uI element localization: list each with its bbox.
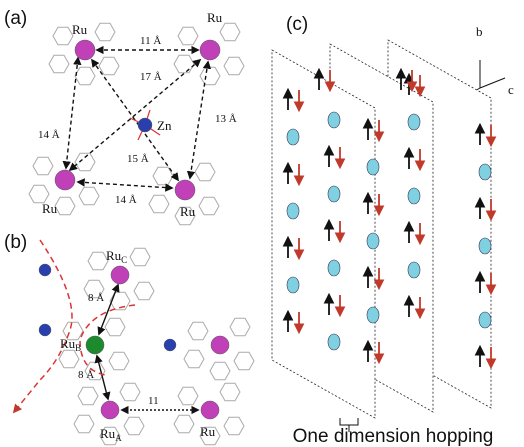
- site: [328, 186, 340, 202]
- distance-label: 17 Å: [140, 71, 162, 83]
- ligand-ring: [220, 23, 240, 40]
- ligand-ring: [49, 55, 69, 72]
- ligand-ring: [174, 415, 194, 432]
- caption: One dimension hopping: [293, 426, 494, 447]
- ligand-ring: [220, 383, 240, 400]
- site: [479, 164, 491, 180]
- atom: [200, 40, 220, 60]
- axis-label: c: [508, 82, 514, 97]
- ligand-ring: [195, 163, 215, 180]
- atom-label: Ru: [180, 204, 196, 219]
- distance-arrow: [97, 356, 108, 399]
- atom: [55, 170, 75, 190]
- atom: [86, 336, 104, 354]
- ligand-ring: [184, 350, 204, 367]
- distance-label: 11: [148, 395, 159, 407]
- panel-label: (b): [4, 232, 27, 253]
- ligand-ring: [178, 387, 198, 404]
- atom: [201, 401, 219, 419]
- site: [367, 233, 379, 249]
- atom: [39, 324, 51, 336]
- ligand-ring: [99, 57, 119, 74]
- ligand-ring: [79, 187, 99, 204]
- distance-arrow: [190, 62, 208, 178]
- site: [328, 260, 340, 276]
- axis-label: b: [476, 24, 483, 39]
- ligand-ring: [55, 197, 75, 214]
- ligand-ring: [230, 318, 250, 335]
- site: [479, 238, 491, 254]
- ligand-ring: [88, 252, 108, 269]
- ligand-ring: [174, 55, 194, 72]
- site: [287, 129, 299, 145]
- atom-label: RuC: [106, 248, 127, 265]
- ligand-ring: [53, 27, 73, 44]
- distance-label: 8 Å: [88, 292, 104, 304]
- ligand-ring: [130, 248, 150, 265]
- atom: [175, 180, 195, 200]
- distance-label: 15 Å: [127, 153, 149, 165]
- distance-label: 13 Å: [215, 113, 237, 125]
- panel-label: (c): [286, 14, 308, 35]
- site: [287, 203, 299, 219]
- ligand-ring: [95, 23, 115, 40]
- site: [367, 159, 379, 175]
- ligand-ring: [75, 67, 95, 84]
- atom: [75, 40, 95, 60]
- distance-label: 14 Å: [115, 194, 137, 206]
- ligand-ring: [124, 417, 144, 434]
- ligand-ring: [134, 282, 154, 299]
- site: [328, 334, 340, 350]
- axis: [480, 60, 505, 88]
- atom-label: Ru: [72, 22, 88, 37]
- decoration: [14, 23, 505, 444]
- site: [408, 188, 420, 204]
- site: [408, 114, 420, 130]
- ligand-ring: [78, 387, 98, 404]
- panel-label: (a): [4, 8, 27, 29]
- atom-label: Ru: [42, 201, 58, 216]
- ligand-ring: [33, 157, 53, 174]
- atom-label: RuB: [60, 336, 81, 353]
- ligand-ring: [149, 195, 169, 212]
- site: [287, 277, 299, 293]
- atom: [211, 336, 229, 354]
- site: [408, 262, 420, 278]
- atom: [138, 118, 152, 132]
- ligand-ring: [200, 67, 220, 84]
- atom: [111, 266, 129, 284]
- ligand-ring: [199, 197, 219, 214]
- ligand-ring: [109, 352, 129, 369]
- ligand-ring: [120, 383, 140, 400]
- site: [328, 112, 340, 128]
- ligand-ring: [75, 153, 95, 170]
- ligand-ring: [74, 415, 94, 432]
- distance-label: 14 Å: [38, 129, 60, 141]
- ligand-ring: [210, 362, 230, 379]
- atom-label: Ru: [207, 10, 223, 25]
- atom-label: Ru: [200, 424, 216, 439]
- atom: [101, 401, 119, 419]
- distance-label: 11 Å: [140, 35, 161, 47]
- atom-label: RuA: [100, 426, 122, 443]
- ligand-ring: [178, 27, 198, 44]
- distance-arrow: [66, 58, 78, 168]
- distance-label: 8 Å: [78, 369, 94, 381]
- ligand-ring: [224, 57, 244, 74]
- ligand-ring: [234, 352, 254, 369]
- atom: [164, 339, 176, 351]
- ligand-ring: [188, 322, 208, 339]
- ligand-ring: [105, 318, 125, 335]
- site: [367, 307, 379, 323]
- atom: [39, 264, 51, 276]
- site: [479, 312, 491, 328]
- figure: (a) Ru Ru Zn Ru Ru 11 Å 17 Å 14 Å 13 Å 1…: [0, 0, 524, 447]
- ligand-ring: [224, 417, 244, 434]
- atom-label: Zn: [157, 118, 172, 133]
